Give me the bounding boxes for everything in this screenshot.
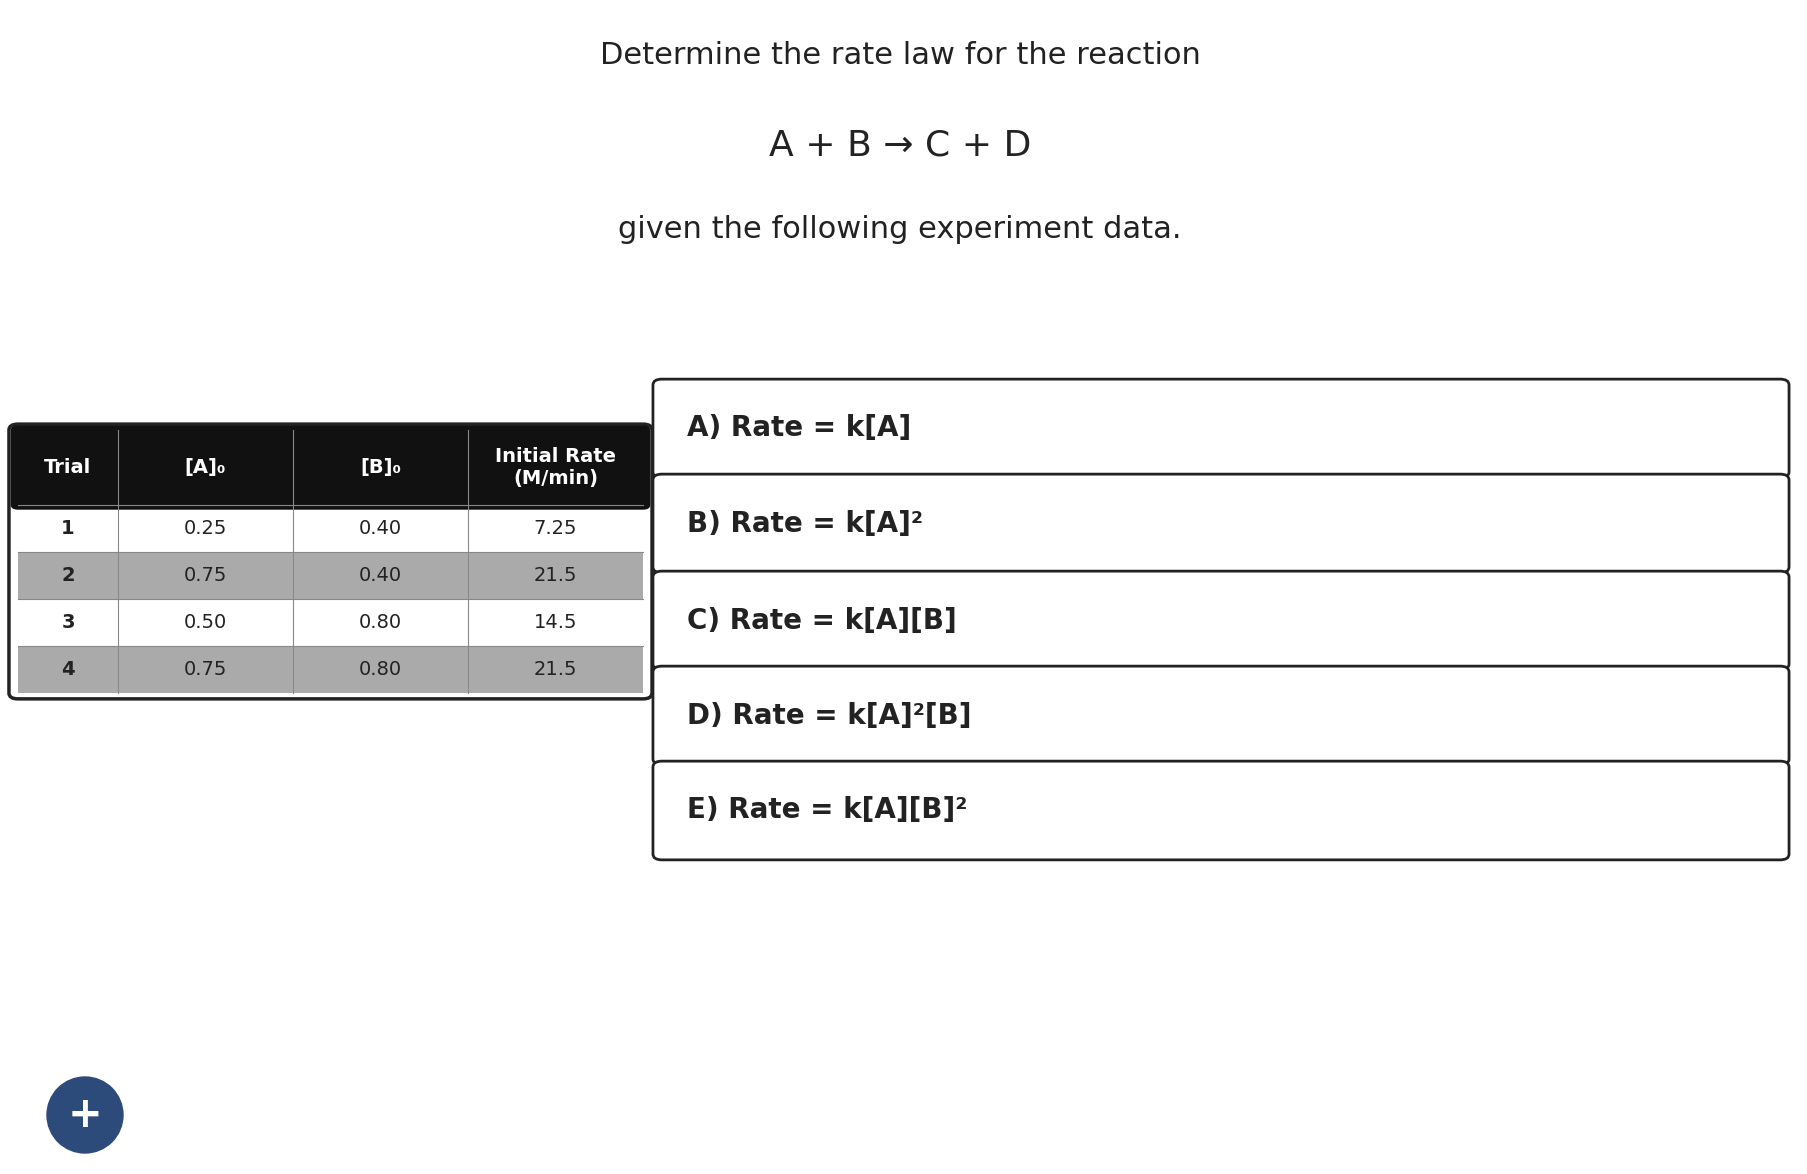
Text: 0.75: 0.75 [184,660,228,679]
Text: 14.5: 14.5 [533,613,576,632]
FancyBboxPatch shape [652,761,1789,859]
Text: C) Rate = k[A][B]: C) Rate = k[A][B] [687,607,956,634]
Text: 21.5: 21.5 [533,660,576,679]
Text: [B]₀: [B]₀ [360,458,401,477]
Text: 4: 4 [61,660,74,679]
Text: Determine the rate law for the reaction: Determine the rate law for the reaction [600,40,1200,69]
Text: 2: 2 [61,566,74,585]
FancyBboxPatch shape [652,571,1789,670]
FancyBboxPatch shape [652,379,1789,478]
Text: 0.75: 0.75 [184,566,228,585]
Text: 0.40: 0.40 [360,566,401,585]
Text: 0.40: 0.40 [360,519,401,538]
Text: B) Rate = k[A]²: B) Rate = k[A]² [687,510,923,538]
FancyBboxPatch shape [652,474,1789,573]
Text: 1: 1 [61,519,74,538]
FancyBboxPatch shape [652,666,1789,765]
Text: Trial: Trial [45,458,92,477]
Text: +: + [67,1094,103,1136]
Text: Initial Rate
(M/min): Initial Rate (M/min) [495,447,616,488]
FancyBboxPatch shape [18,552,643,599]
Text: given the following experiment data.: given the following experiment data. [618,216,1182,244]
Text: 0.25: 0.25 [184,519,228,538]
FancyBboxPatch shape [18,646,643,693]
Text: 7.25: 7.25 [533,519,576,538]
Text: 21.5: 21.5 [533,566,576,585]
FancyBboxPatch shape [11,425,651,510]
Text: 3: 3 [61,613,74,632]
Text: E) Rate = k[A][B]²: E) Rate = k[A][B]² [687,796,967,824]
Text: 0.80: 0.80 [360,613,401,632]
Text: D) Rate = k[A]²[B]: D) Rate = k[A]²[B] [687,702,970,729]
FancyBboxPatch shape [9,424,652,699]
Ellipse shape [47,1077,123,1153]
Text: A + B → C + D: A + B → C + D [768,128,1030,162]
Text: A) Rate = k[A]: A) Rate = k[A] [687,414,911,443]
Text: [A]₀: [A]₀ [184,458,226,477]
Text: 0.80: 0.80 [360,660,401,679]
Text: 0.50: 0.50 [184,613,228,632]
